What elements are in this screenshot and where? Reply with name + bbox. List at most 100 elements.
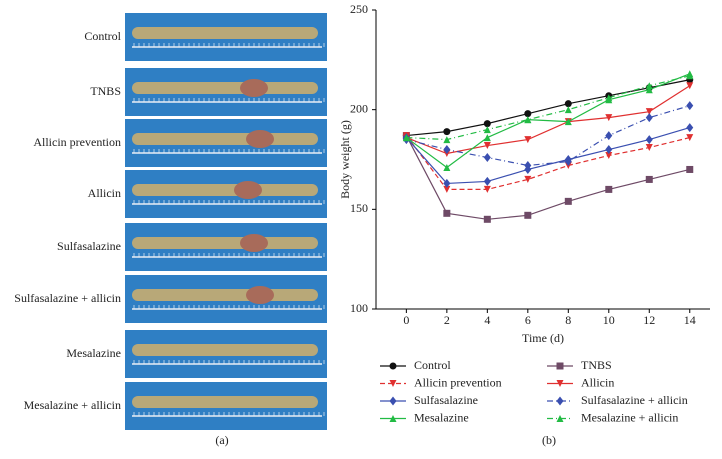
- photo-label: Mesalazine: [66, 346, 121, 360]
- series-line: [406, 85, 691, 155]
- x-tick-label: 2: [444, 313, 450, 327]
- marker: [483, 153, 491, 163]
- y-axis-label: Body weight (g): [338, 120, 352, 199]
- x-tick-label: 0: [403, 313, 409, 327]
- y-tick-label: 250: [350, 2, 368, 16]
- legend-label: Control: [414, 358, 451, 372]
- marker: [564, 197, 572, 205]
- marker: [483, 134, 491, 142]
- photo-label: Allicin: [88, 186, 121, 200]
- series-line: [405, 135, 690, 220]
- marker: [483, 176, 491, 186]
- marker: [564, 100, 572, 108]
- marker: [524, 175, 532, 183]
- y-tick-label: 100: [350, 301, 368, 315]
- marker: [605, 152, 613, 160]
- photo-label: Sulfasalazine + allicin: [14, 291, 121, 305]
- legend-label: Allicin: [581, 375, 614, 389]
- marker: [483, 126, 491, 134]
- marker: [389, 362, 397, 370]
- marker: [645, 86, 653, 94]
- photo-label: Control: [84, 29, 121, 43]
- photo-label: Allicin prevention: [33, 135, 121, 149]
- marker: [645, 175, 653, 183]
- colon: [132, 344, 318, 356]
- lesion: [240, 234, 268, 252]
- marker: [524, 136, 532, 144]
- marker: [524, 110, 532, 118]
- marker: [483, 185, 491, 193]
- marker: [556, 362, 564, 370]
- marker: [605, 131, 613, 141]
- marker: [524, 116, 532, 124]
- colon: [132, 184, 318, 196]
- series-line: [406, 73, 690, 169]
- photo-label: Mesalazine + allicin: [24, 398, 121, 412]
- lesion: [246, 130, 274, 148]
- marker: [645, 144, 653, 152]
- colon: [132, 82, 318, 94]
- photo-label: TNBS: [90, 84, 121, 98]
- marker: [605, 145, 613, 155]
- marker: [564, 118, 572, 126]
- lesion: [234, 181, 262, 199]
- marker: [645, 135, 653, 145]
- legend-label: Mesalazine: [414, 410, 469, 424]
- colon: [132, 133, 318, 145]
- marker: [686, 101, 694, 111]
- marker: [483, 120, 491, 128]
- marker: [645, 108, 653, 116]
- marker: [389, 396, 397, 406]
- colon: [132, 237, 318, 249]
- marker: [645, 82, 653, 90]
- photo-label: Sulfasalazine: [57, 239, 121, 253]
- marker: [686, 134, 694, 142]
- marker: [564, 156, 572, 166]
- marker: [443, 178, 451, 188]
- marker: [443, 185, 451, 193]
- colon: [132, 27, 318, 39]
- lesion: [246, 286, 274, 304]
- marker: [556, 396, 564, 406]
- marker: [556, 380, 564, 387]
- lesion: [240, 79, 268, 97]
- caption: (a): [215, 433, 228, 447]
- y-tick-label: 150: [350, 201, 368, 215]
- marker: [686, 82, 694, 90]
- marker: [389, 380, 397, 387]
- marker: [443, 136, 451, 144]
- series-line: [405, 135, 690, 190]
- marker: [605, 185, 613, 193]
- series-line: [406, 105, 690, 167]
- marker: [686, 123, 694, 133]
- colon: [132, 289, 318, 301]
- x-tick-label: 6: [525, 313, 531, 327]
- marker: [483, 215, 491, 223]
- series-line: [405, 127, 690, 185]
- marker: [483, 142, 491, 150]
- marker: [556, 415, 564, 422]
- y-tick-label: 200: [350, 101, 368, 115]
- x-tick-label: 4: [484, 313, 490, 327]
- legend-label: Allicin prevention: [414, 375, 502, 389]
- marker: [524, 160, 532, 170]
- marker: [645, 113, 653, 123]
- marker: [389, 415, 397, 422]
- marker: [686, 72, 694, 80]
- x-tick-label: 8: [565, 313, 571, 327]
- marker: [524, 211, 532, 219]
- caption: (b): [542, 433, 556, 447]
- marker: [443, 163, 451, 171]
- legend-label: TNBS: [581, 358, 612, 372]
- marker: [443, 145, 451, 155]
- x-tick-label: 12: [643, 313, 655, 327]
- colon: [132, 396, 318, 408]
- x-tick-label: 10: [603, 313, 615, 327]
- marker: [443, 209, 451, 217]
- legend-label: Mesalazine + allicin: [581, 410, 678, 424]
- series-line: [406, 79, 690, 137]
- legend-label: Sulfasalazine + allicin: [581, 393, 688, 407]
- series-line: [406, 75, 690, 141]
- x-tick-label: 14: [684, 313, 696, 327]
